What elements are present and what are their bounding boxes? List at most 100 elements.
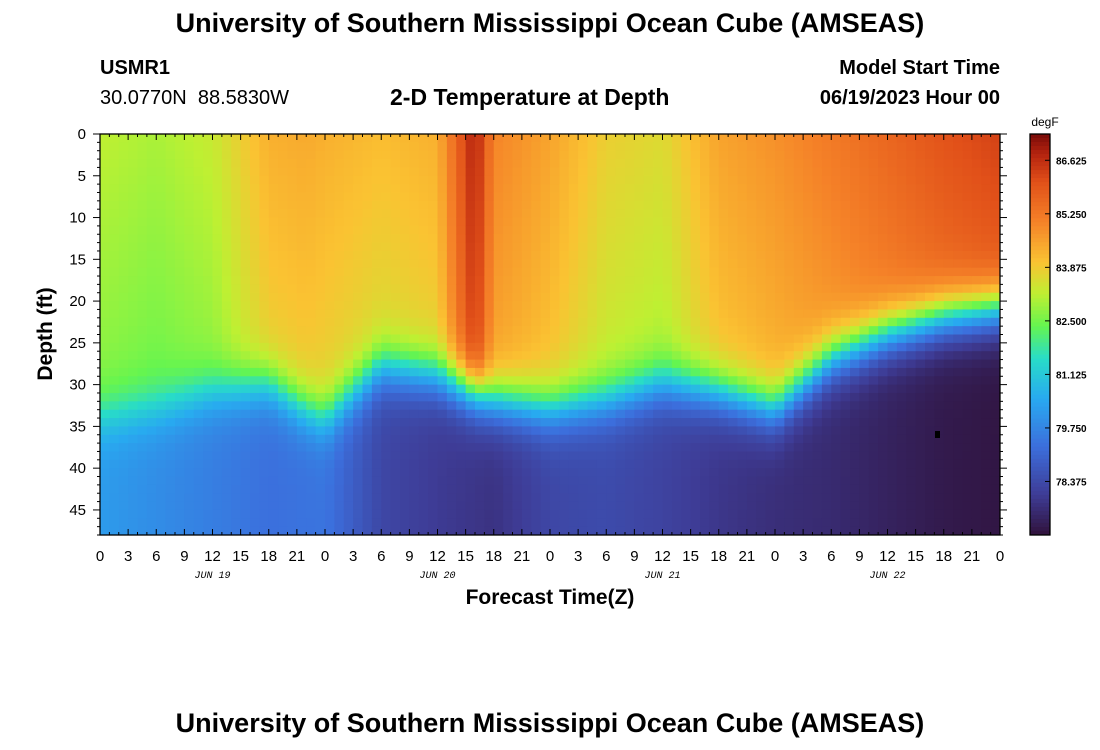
- heatmap-cell: [203, 250, 214, 260]
- heatmap-cell: [568, 301, 579, 311]
- heatmap-cell: [306, 359, 317, 369]
- heatmap-cell: [437, 292, 448, 302]
- heatmap-cell: [728, 409, 739, 419]
- heatmap-cell: [878, 250, 889, 260]
- heatmap-cell: [859, 468, 870, 478]
- heatmap-cell: [850, 518, 860, 528]
- heatmap-cell: [868, 459, 879, 469]
- heatmap-cell: [737, 267, 748, 277]
- heatmap-cell: [662, 242, 673, 252]
- heatmap-cell: [306, 159, 317, 169]
- heatmap-cell: [840, 484, 851, 494]
- heatmap-cell: [587, 150, 598, 160]
- heatmap-cell: [475, 501, 485, 511]
- heatmap-cell: [418, 267, 429, 277]
- heatmap-cell: [746, 284, 757, 294]
- heatmap-cell: [203, 175, 214, 185]
- heatmap-cell: [212, 334, 223, 344]
- x-tick-label: 0: [546, 548, 554, 565]
- heatmap-cell: [475, 476, 485, 486]
- heatmap-cell: [540, 443, 551, 453]
- heatmap-cell: [568, 234, 579, 244]
- heatmap-cell: [465, 301, 476, 311]
- heatmap-cell: [962, 134, 973, 143]
- heatmap-cell: [240, 309, 251, 319]
- heatmap-cell: [437, 451, 448, 461]
- heatmap-cell: [634, 284, 645, 294]
- heatmap-cell: [568, 276, 579, 285]
- heatmap-cell: [587, 309, 598, 319]
- heatmap-cell: [446, 301, 457, 311]
- heatmap-cell: [981, 443, 992, 453]
- heatmap-cell: [109, 351, 120, 361]
- heatmap-cell: [868, 192, 879, 202]
- heatmap-cell: [428, 200, 439, 210]
- heatmap-cell: [390, 309, 401, 319]
- heatmap-cell: [775, 468, 785, 478]
- heatmap-cell: [887, 392, 898, 402]
- heatmap-cell: [765, 267, 776, 277]
- heatmap-cell: [971, 267, 982, 277]
- heatmap-cell: [643, 359, 654, 369]
- heatmap-cell: [325, 134, 335, 143]
- heatmap-cell: [343, 334, 354, 344]
- heatmap-cell: [475, 409, 485, 419]
- heatmap-cell: [418, 367, 429, 377]
- heatmap-cell: [456, 451, 467, 461]
- heatmap-cell: [175, 376, 185, 386]
- heatmap-cell: [643, 434, 654, 444]
- heatmap-cell: [278, 192, 289, 202]
- heatmap-cell: [418, 276, 429, 285]
- heatmap-cell: [531, 317, 542, 327]
- heatmap-cell: [203, 359, 214, 369]
- heatmap-cell: [681, 384, 692, 394]
- heatmap-cell: [371, 434, 382, 444]
- heatmap-cell: [475, 150, 485, 160]
- heatmap-cell: [568, 509, 579, 519]
- heatmap-cell: [409, 276, 420, 285]
- heatmap-cell: [484, 401, 495, 411]
- heatmap-cell: [925, 409, 935, 419]
- heatmap-cell: [728, 167, 739, 177]
- heatmap-cell: [850, 276, 860, 285]
- heatmap-cell: [296, 142, 307, 152]
- heatmap-cell: [653, 509, 664, 519]
- heatmap-cell: [456, 175, 467, 185]
- heatmap-cell: [353, 276, 364, 285]
- heatmap-cell: [353, 217, 364, 227]
- heatmap-cell: [887, 267, 898, 277]
- heatmap-cell: [559, 418, 570, 427]
- heatmap-cell: [503, 159, 514, 169]
- heatmap-cell: [231, 493, 242, 503]
- heatmap-cell: [353, 459, 364, 469]
- heatmap-cell: [718, 468, 729, 478]
- heatmap-cell: [493, 409, 504, 419]
- heatmap-cell: [859, 184, 870, 194]
- heatmap-cell: [812, 451, 823, 461]
- heatmap-cell: [203, 342, 214, 352]
- heatmap-cell: [587, 134, 598, 143]
- heatmap-cell: [315, 317, 326, 327]
- colorbar-segment: [1030, 162, 1050, 167]
- heatmap-cell: [353, 250, 364, 260]
- heatmap-cell: [428, 484, 439, 494]
- heatmap-cell: [737, 134, 748, 143]
- heatmap-cell: [381, 468, 392, 478]
- heatmap-cell: [315, 392, 326, 402]
- heatmap-cell: [887, 175, 898, 185]
- heatmap-cell: [165, 401, 176, 411]
- heatmap-cell: [943, 209, 954, 219]
- heatmap-cell: [840, 192, 851, 202]
- heatmap-cell: [671, 509, 682, 519]
- heatmap-cell: [100, 317, 110, 327]
- heatmap-cell: [896, 142, 907, 152]
- heatmap-cell: [859, 134, 870, 143]
- heatmap-cell: [165, 276, 176, 285]
- heatmap-cell: [821, 334, 832, 344]
- heatmap-cell: [146, 518, 157, 528]
- heatmap-cell: [953, 217, 964, 227]
- heatmap-cell: [428, 317, 439, 327]
- heatmap-cell: [409, 509, 420, 519]
- heatmap-cell: [240, 443, 251, 453]
- heatmap-cell: [268, 284, 279, 294]
